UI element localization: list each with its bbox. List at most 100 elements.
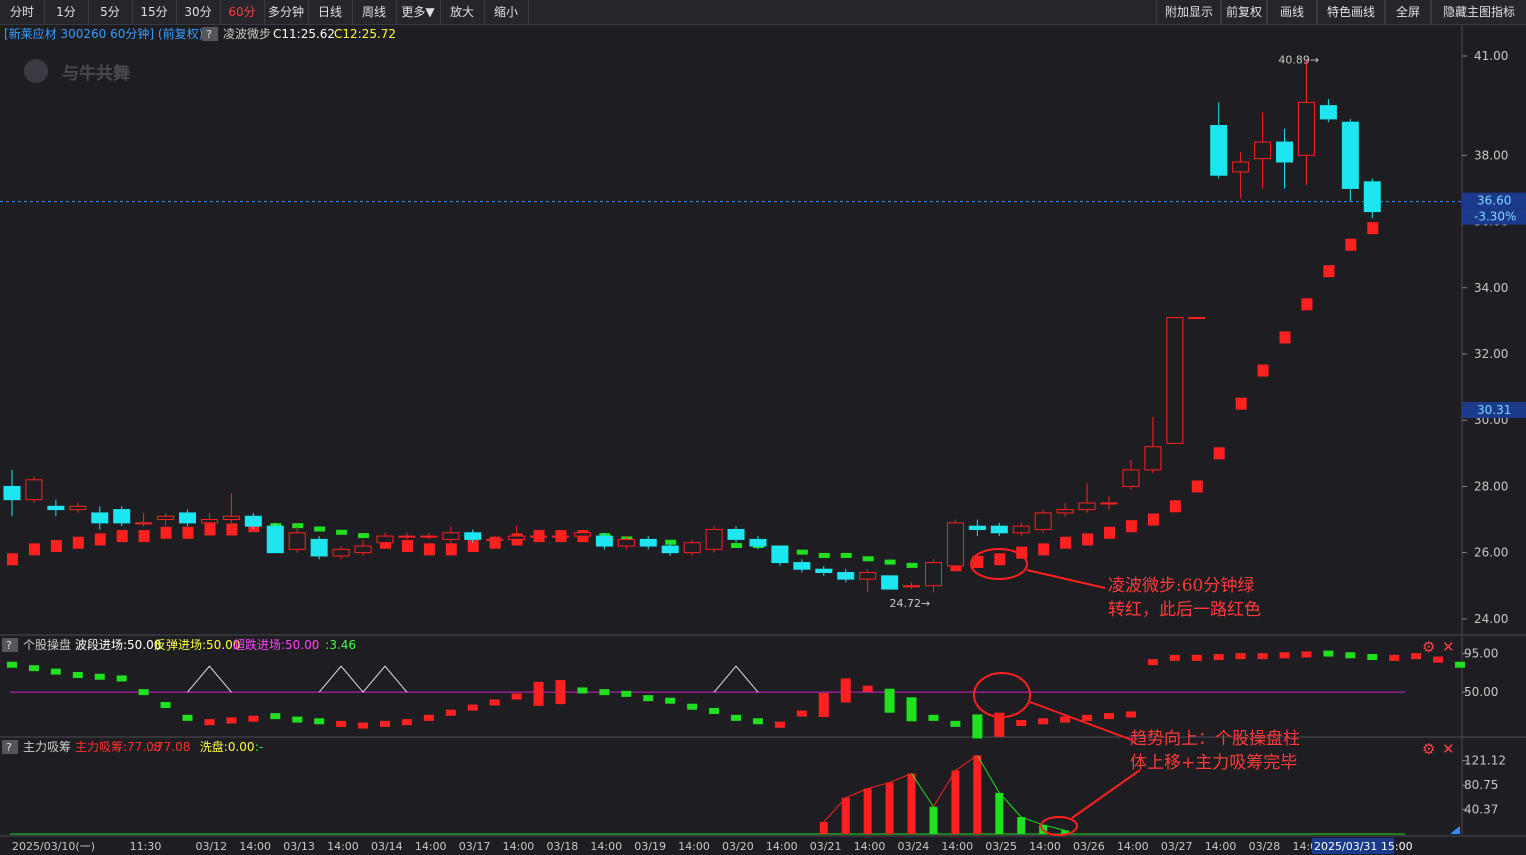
trend-marker xyxy=(840,678,851,703)
trend-link xyxy=(998,792,1022,818)
toolbar-button[interactable]: 全屏 xyxy=(1384,0,1432,24)
trend-marker xyxy=(423,714,434,721)
x-tick-label: 03/13 xyxy=(283,840,315,853)
ma-marker xyxy=(182,526,194,539)
ma-marker xyxy=(796,549,808,555)
price-tag xyxy=(1462,192,1526,209)
trend-marker xyxy=(1169,654,1180,661)
period-tab[interactable]: 30分 xyxy=(176,0,221,24)
trend-marker xyxy=(1433,656,1444,663)
trend-marker xyxy=(116,675,127,682)
trend-marker xyxy=(731,714,742,721)
candle-body xyxy=(617,538,635,547)
ma-marker xyxy=(226,523,238,536)
candle-body xyxy=(837,572,855,580)
price-tag xyxy=(1462,401,1526,418)
indicator-c2: C12:25.72 xyxy=(334,27,396,41)
trend-marker xyxy=(709,708,720,715)
candle-body xyxy=(244,515,262,527)
toolbar-button[interactable]: 特色画线 xyxy=(1316,0,1386,24)
indicator-c1: C11:25.62 xyxy=(273,27,335,41)
trend-link xyxy=(1043,824,1066,831)
candle-body xyxy=(946,522,964,567)
toolbar-button[interactable]: 隐藏主图指标 xyxy=(1430,0,1526,24)
ma-marker xyxy=(1169,500,1181,513)
period-tab[interactable]: 15分 xyxy=(132,0,177,24)
help-icon: ? xyxy=(6,639,12,652)
period-tab[interactable]: 日线 xyxy=(308,0,353,24)
toolbar-button[interactable]: 附加显示 xyxy=(1156,0,1222,24)
close-icon: ✕ xyxy=(1442,740,1455,758)
annotation-circle xyxy=(970,548,1028,580)
candle-body xyxy=(354,545,372,554)
period-tab[interactable]: 更多▼ xyxy=(396,0,441,24)
trend-marker xyxy=(1323,650,1334,657)
period-tab[interactable]: 60分 xyxy=(220,0,265,24)
accumulation-bar xyxy=(929,806,938,834)
candle-body xyxy=(222,515,240,521)
toolbar-button[interactable]: 前复权 xyxy=(1220,0,1268,24)
kline-chart[interactable]: [新莱应材 300260 60分钟] (前复权)? 凌波微步 C11:25.62C1… xyxy=(0,25,1526,855)
indicator-name: 凌波微步 xyxy=(223,27,271,41)
candle-body xyxy=(420,535,438,538)
price-tag-label: 36.60 xyxy=(1477,194,1511,208)
period-tab[interactable]: 缩小 xyxy=(484,0,529,24)
accumulation-bar xyxy=(885,782,894,834)
ma-marker xyxy=(445,543,457,556)
candle-body xyxy=(1122,469,1140,487)
y-tick-label: 80.75 xyxy=(1464,778,1498,792)
ma-marker xyxy=(840,552,852,558)
candle-body xyxy=(266,525,284,554)
candle-body xyxy=(1078,502,1096,511)
x-tick-label: 11:30 xyxy=(130,840,162,853)
trend-marker xyxy=(643,695,654,702)
trend-marker xyxy=(972,714,983,739)
x-tick-label: 03/14 xyxy=(371,840,403,853)
pane-title: 个股操盘 xyxy=(23,637,71,652)
candle-body xyxy=(859,572,877,580)
ma-marker xyxy=(50,540,62,553)
y-tick-label: 50.00 xyxy=(1464,685,1498,699)
trend-marker xyxy=(270,713,281,720)
ma-marker xyxy=(1191,480,1203,493)
period-tab[interactable]: 放大 xyxy=(440,0,485,24)
ma-marker xyxy=(1016,546,1028,559)
ma-marker xyxy=(665,539,677,545)
accumulation-bar xyxy=(863,788,872,834)
candle-body xyxy=(1144,446,1162,471)
candle-body xyxy=(1341,121,1359,189)
annotation-2: 趋势向上：个股操盘柱 体上移+主力吸筹完毕 xyxy=(1130,727,1300,775)
candle-body xyxy=(486,538,504,541)
accumulation-bar xyxy=(1017,817,1026,834)
period-tab[interactable]: 多分钟 xyxy=(264,0,309,24)
ma-marker xyxy=(116,530,128,543)
period-tab[interactable]: 5分 xyxy=(88,0,133,24)
trend-link xyxy=(955,754,978,771)
candle-body xyxy=(990,525,1008,534)
help-box xyxy=(202,27,218,41)
ma-marker xyxy=(1082,533,1094,546)
ma-marker xyxy=(358,533,370,539)
trend-marker xyxy=(138,689,149,696)
period-tab[interactable]: 1分 xyxy=(44,0,89,24)
trend-link xyxy=(933,770,956,808)
ma-marker xyxy=(1345,238,1357,251)
x-tick-label: 14:00 xyxy=(327,840,359,853)
y-tick-label: 40.37 xyxy=(1464,803,1498,817)
trend-marker xyxy=(1301,651,1312,658)
trend-marker xyxy=(467,704,478,711)
trend-marker xyxy=(489,699,500,706)
trend-marker xyxy=(1191,654,1202,661)
x-tick-label: 14:00 xyxy=(1117,840,1149,853)
legend-item: 波段进场:50.00 xyxy=(75,637,161,652)
y-tick-label: 34.00 xyxy=(1474,281,1508,295)
y-tick-label: 26.00 xyxy=(1474,546,1508,560)
period-tab[interactable]: 周线 xyxy=(352,0,397,24)
x-tick-label: 14:00 xyxy=(239,840,271,853)
toolbar-button[interactable]: 画线 xyxy=(1266,0,1318,24)
signal-triangle xyxy=(713,665,759,693)
trend-link xyxy=(976,755,1000,794)
period-tab[interactable]: 分时 xyxy=(0,0,45,24)
y-tick-label: 41.00 xyxy=(1474,49,1508,63)
ma-marker xyxy=(1323,265,1335,278)
